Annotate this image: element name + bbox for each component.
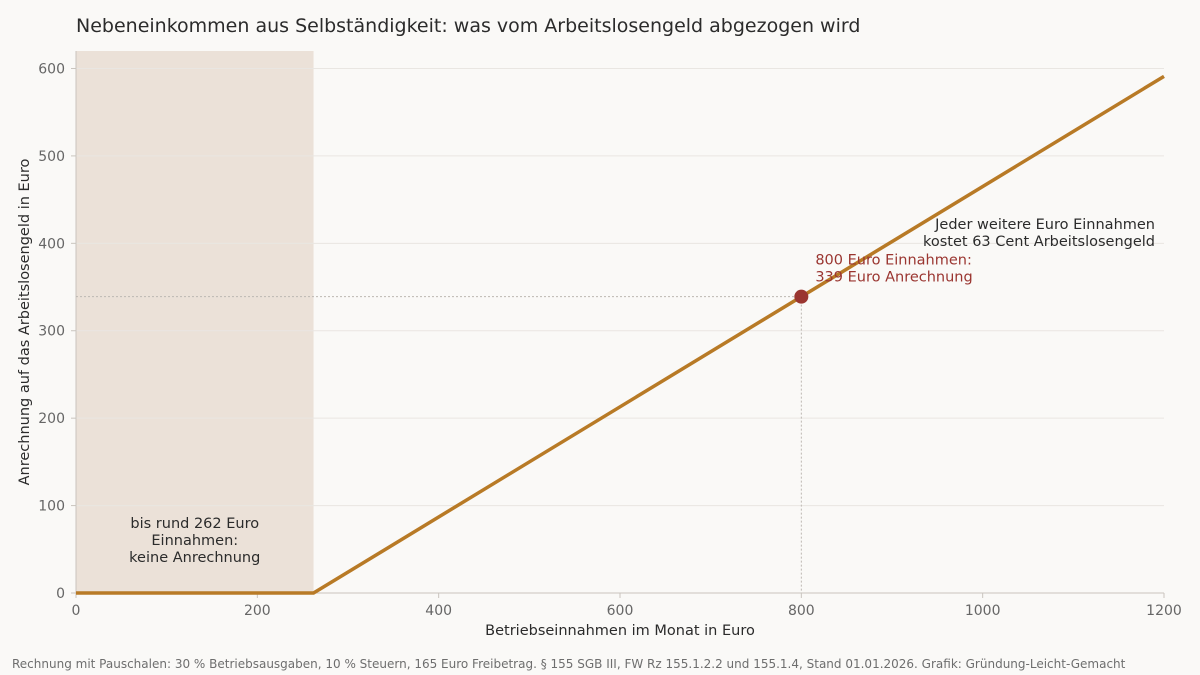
- y-tick-label: 500: [38, 149, 65, 165]
- slope-annotation-line: kostet 63 Cent Arbeitslosengeld: [923, 234, 1155, 250]
- x-tick-label: 400: [425, 603, 452, 619]
- footer-note: Rechnung mit Pauschalen: 30 % Betriebsau…: [12, 657, 1126, 671]
- x-tick-label: 1200: [1146, 603, 1182, 619]
- y-tick-label: 300: [38, 324, 65, 340]
- x-tick-label: 800: [788, 603, 815, 619]
- x-tick-label: 1000: [965, 603, 1001, 619]
- plot-area: 0 200 400 600 800 1000 1200 0 100 200 300 400 500 600…: [38, 51, 1182, 619]
- shaded-annotation-line: Einnahmen:: [151, 533, 238, 549]
- y-tick-label: 400: [38, 236, 65, 252]
- x-tick-label: 0: [72, 603, 81, 619]
- x-tick-label: 200: [244, 603, 271, 619]
- slope-annotation-line: Jeder weitere Euro Einnahmen: [934, 217, 1155, 233]
- x-tick-label: 600: [607, 603, 634, 619]
- series-line: [76, 74, 1165, 595]
- x-axis-label: Betriebseinnahmen im Monat in Euro: [485, 623, 755, 639]
- point-annotation-line: 339 Euro Anrechnung: [815, 270, 972, 286]
- y-tick-label: 0: [56, 586, 65, 602]
- shaded-annotation-line: keine Anrechnung: [129, 550, 260, 566]
- y-tick-label: 600: [38, 61, 65, 77]
- highlight-point: [794, 289, 809, 304]
- y-tick-label: 100: [38, 499, 65, 515]
- shaded-annotation-line: bis rund 262 Euro: [130, 516, 259, 532]
- y-tick-label: 200: [38, 411, 65, 427]
- chart-title: Nebeneinkommen aus Selbständigkeit: was …: [76, 15, 860, 37]
- y-axis-label: Anrechnung auf das Arbeitslosengeld in E…: [17, 158, 33, 485]
- point-annotation-line: 800 Euro Einnahmen:: [815, 253, 972, 269]
- shaded-region: [76, 51, 314, 593]
